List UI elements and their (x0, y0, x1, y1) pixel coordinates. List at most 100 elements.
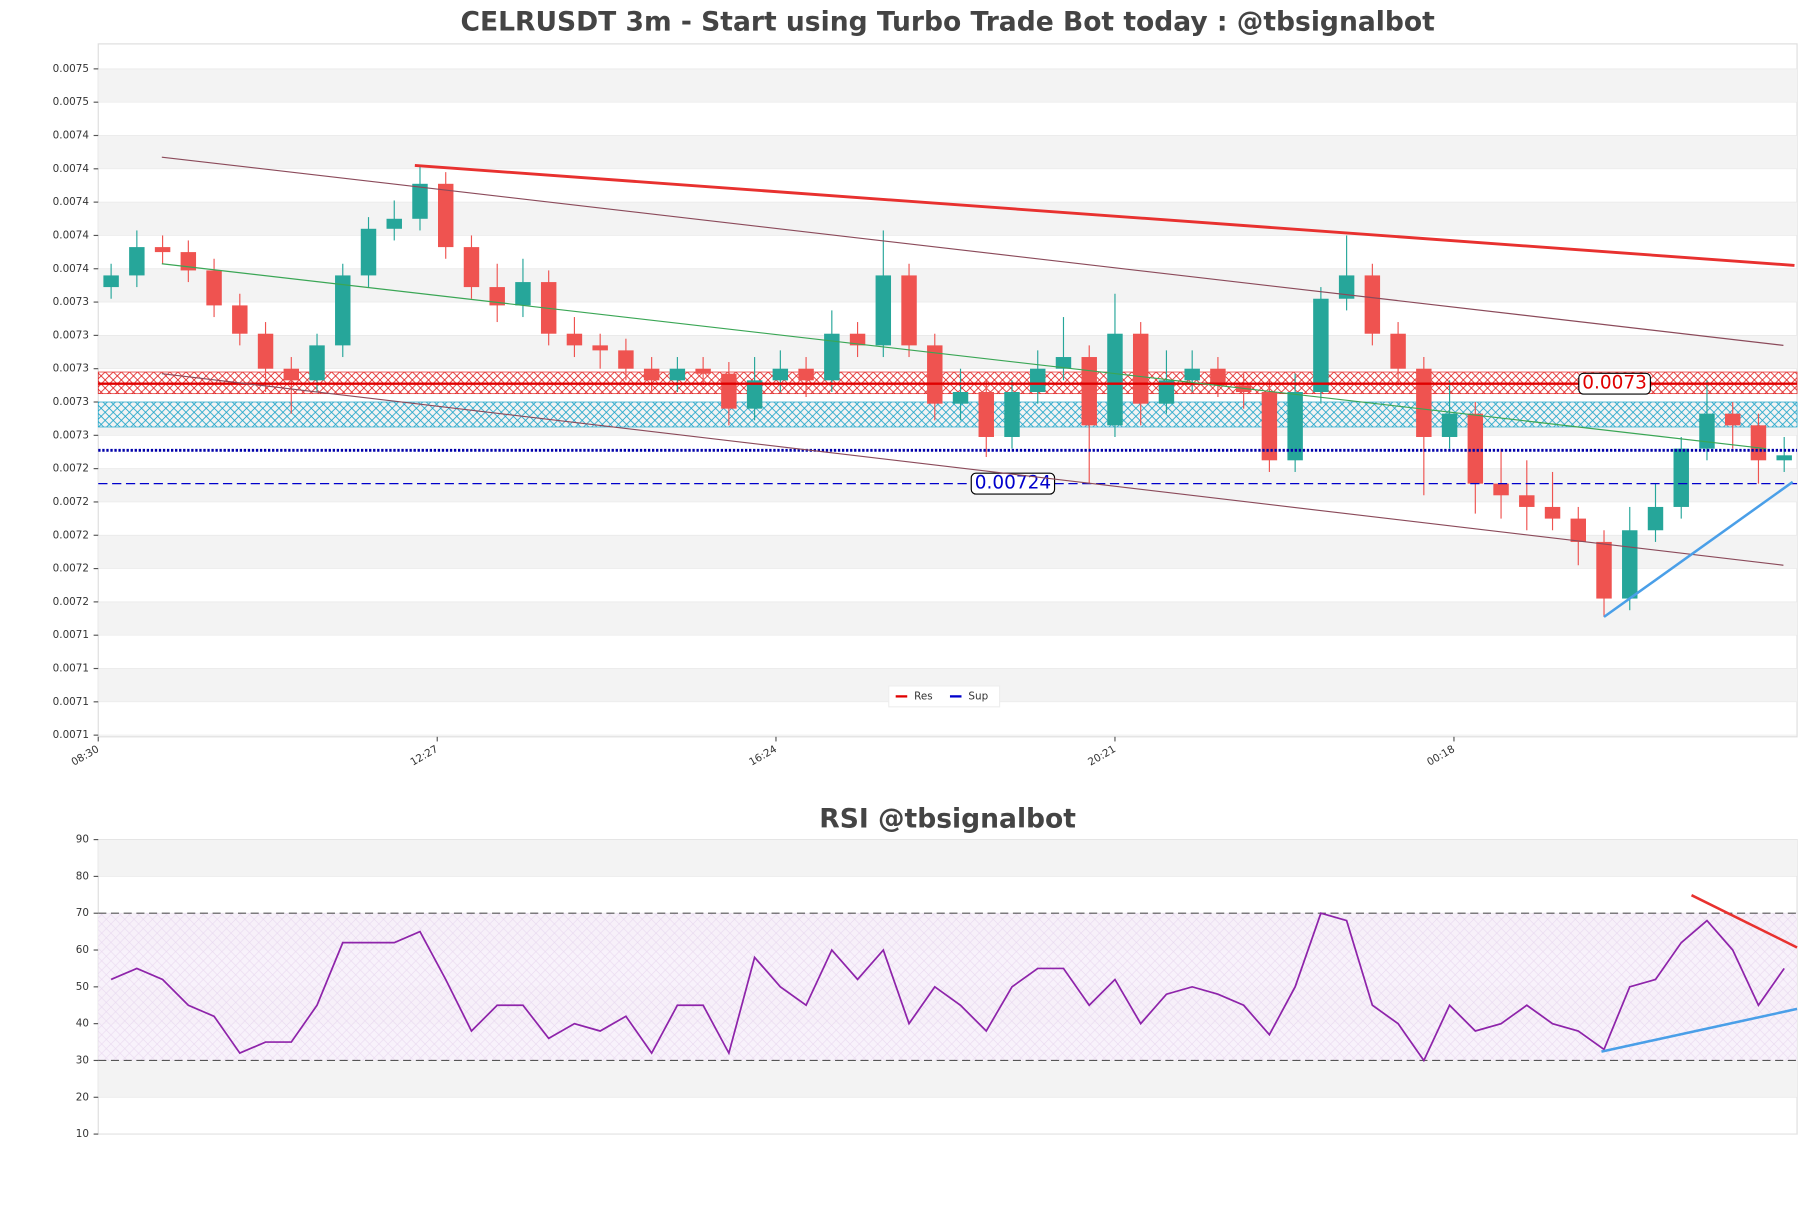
grid-band (98, 68, 1798, 103)
trend-line (161, 156, 1784, 346)
x-tick-label: 20:21 (1086, 743, 1118, 768)
trend-line (1690, 894, 1798, 949)
y-tick-label: 90 (76, 834, 89, 846)
candle-body (386, 218, 402, 229)
y-tick-label: 0.0071 (53, 729, 89, 741)
candle-body (154, 247, 171, 253)
candle-body (463, 247, 480, 288)
grid-band (98, 202, 1798, 236)
candle-body (206, 270, 222, 306)
y-tick-label: 0.0073 (53, 329, 89, 341)
candle-body (1673, 448, 1689, 507)
candle-body (824, 333, 840, 381)
legend: Res Sup (888, 685, 1001, 708)
y-tick-label: 80 (76, 870, 89, 882)
candle-body (978, 392, 994, 437)
candle-body (1132, 333, 1149, 404)
candle-body (1493, 483, 1509, 496)
legend-label: Sup (968, 690, 988, 702)
candle-body (283, 368, 300, 381)
candle-body (1416, 368, 1432, 437)
candle-body (1004, 392, 1020, 437)
candle-body (1313, 298, 1329, 393)
y-tick-label: 40 (76, 1018, 89, 1030)
candle-body (1776, 455, 1792, 461)
level-label-box (1578, 372, 1651, 395)
candle-body (232, 305, 248, 334)
candle-body (1158, 380, 1175, 404)
grid-band (98, 335, 1798, 369)
candle-body (1647, 506, 1664, 531)
y-tick-label: 0.0073 (53, 363, 89, 375)
candle-body (875, 275, 892, 346)
y-tick-label: 0.0071 (53, 663, 89, 675)
y-tick-label: 0.0075 (53, 63, 89, 75)
candle-body (746, 380, 763, 409)
y-tick-label: 0.0073 (53, 429, 89, 441)
candle-body (1699, 413, 1715, 449)
candle-body (1390, 333, 1406, 369)
candle-body (695, 368, 711, 374)
candle-body (1467, 413, 1484, 484)
y-tick-label: 0.0075 (53, 96, 89, 108)
y-tick-label: 0.0074 (53, 229, 90, 241)
y-tick-label: 60 (76, 944, 89, 956)
chart-title: RSI @tbsignalbot (819, 803, 1076, 834)
candle-body (849, 333, 866, 346)
candle-body (1364, 275, 1381, 334)
y-tick-label: 30 (76, 1054, 89, 1066)
candle-body (643, 368, 660, 381)
trend-line (161, 373, 1784, 566)
candle-body (721, 373, 737, 409)
level-label-text: 0.0073 (1582, 373, 1647, 394)
candle-body (438, 183, 454, 248)
trend-line (161, 263, 1767, 450)
y-tick-label: 0.0073 (53, 396, 89, 408)
candle-body (309, 345, 325, 381)
y-tick-label: 70 (76, 907, 89, 919)
y-tick-label: 20 (76, 1091, 89, 1103)
y-tick-label: 0.0074 (53, 263, 90, 275)
grid-band (98, 601, 1798, 636)
trend-line (1603, 480, 1794, 618)
candle-body (257, 333, 274, 369)
y-tick-label: 0.0074 (53, 129, 90, 141)
level-label-box (970, 472, 1056, 495)
candle-body (103, 275, 119, 288)
level-label-text: 0.00724 (975, 473, 1051, 494)
candle-body (1081, 357, 1097, 426)
candle-body (1750, 425, 1767, 461)
candle-body (129, 247, 145, 276)
candle-body (592, 345, 608, 351)
grid-band (98, 839, 1798, 877)
x-tick-label: 12:27 (408, 743, 440, 768)
candle-body (1622, 530, 1638, 599)
trend-line (414, 164, 1795, 267)
candle-body (1596, 541, 1612, 599)
y-tick-label: 0.0074 (53, 196, 90, 208)
candle-body (669, 368, 686, 381)
candle-body (566, 333, 583, 346)
candle-body (798, 368, 814, 381)
x-tick-label: 16:24 (747, 743, 779, 769)
candle-body (618, 350, 634, 369)
candle-body (489, 287, 505, 306)
grid-band (98, 535, 1798, 569)
chart-title: CELRUSDT 3m - Start using Turbo Trade Bo… (460, 7, 1435, 38)
y-tick-label: 0.0072 (53, 529, 89, 541)
y-tick-label: 0.0072 (53, 496, 89, 508)
y-tick-label: 0.0071 (53, 629, 89, 641)
candle-body (1338, 275, 1355, 299)
rsi-zone (98, 913, 1798, 1061)
candle-body (952, 392, 969, 404)
candle-body (1724, 413, 1741, 426)
y-tick-label: 0.0071 (53, 696, 89, 708)
legend-box (888, 685, 1001, 708)
candle-body (335, 275, 351, 346)
legend-label: Res (914, 690, 933, 702)
candle-body (1570, 518, 1586, 542)
candle-body (1261, 392, 1278, 461)
candle-body (1030, 368, 1046, 393)
y-tick-label: 0.0074 (53, 163, 90, 175)
level-label: 0.0073 (1578, 372, 1651, 395)
